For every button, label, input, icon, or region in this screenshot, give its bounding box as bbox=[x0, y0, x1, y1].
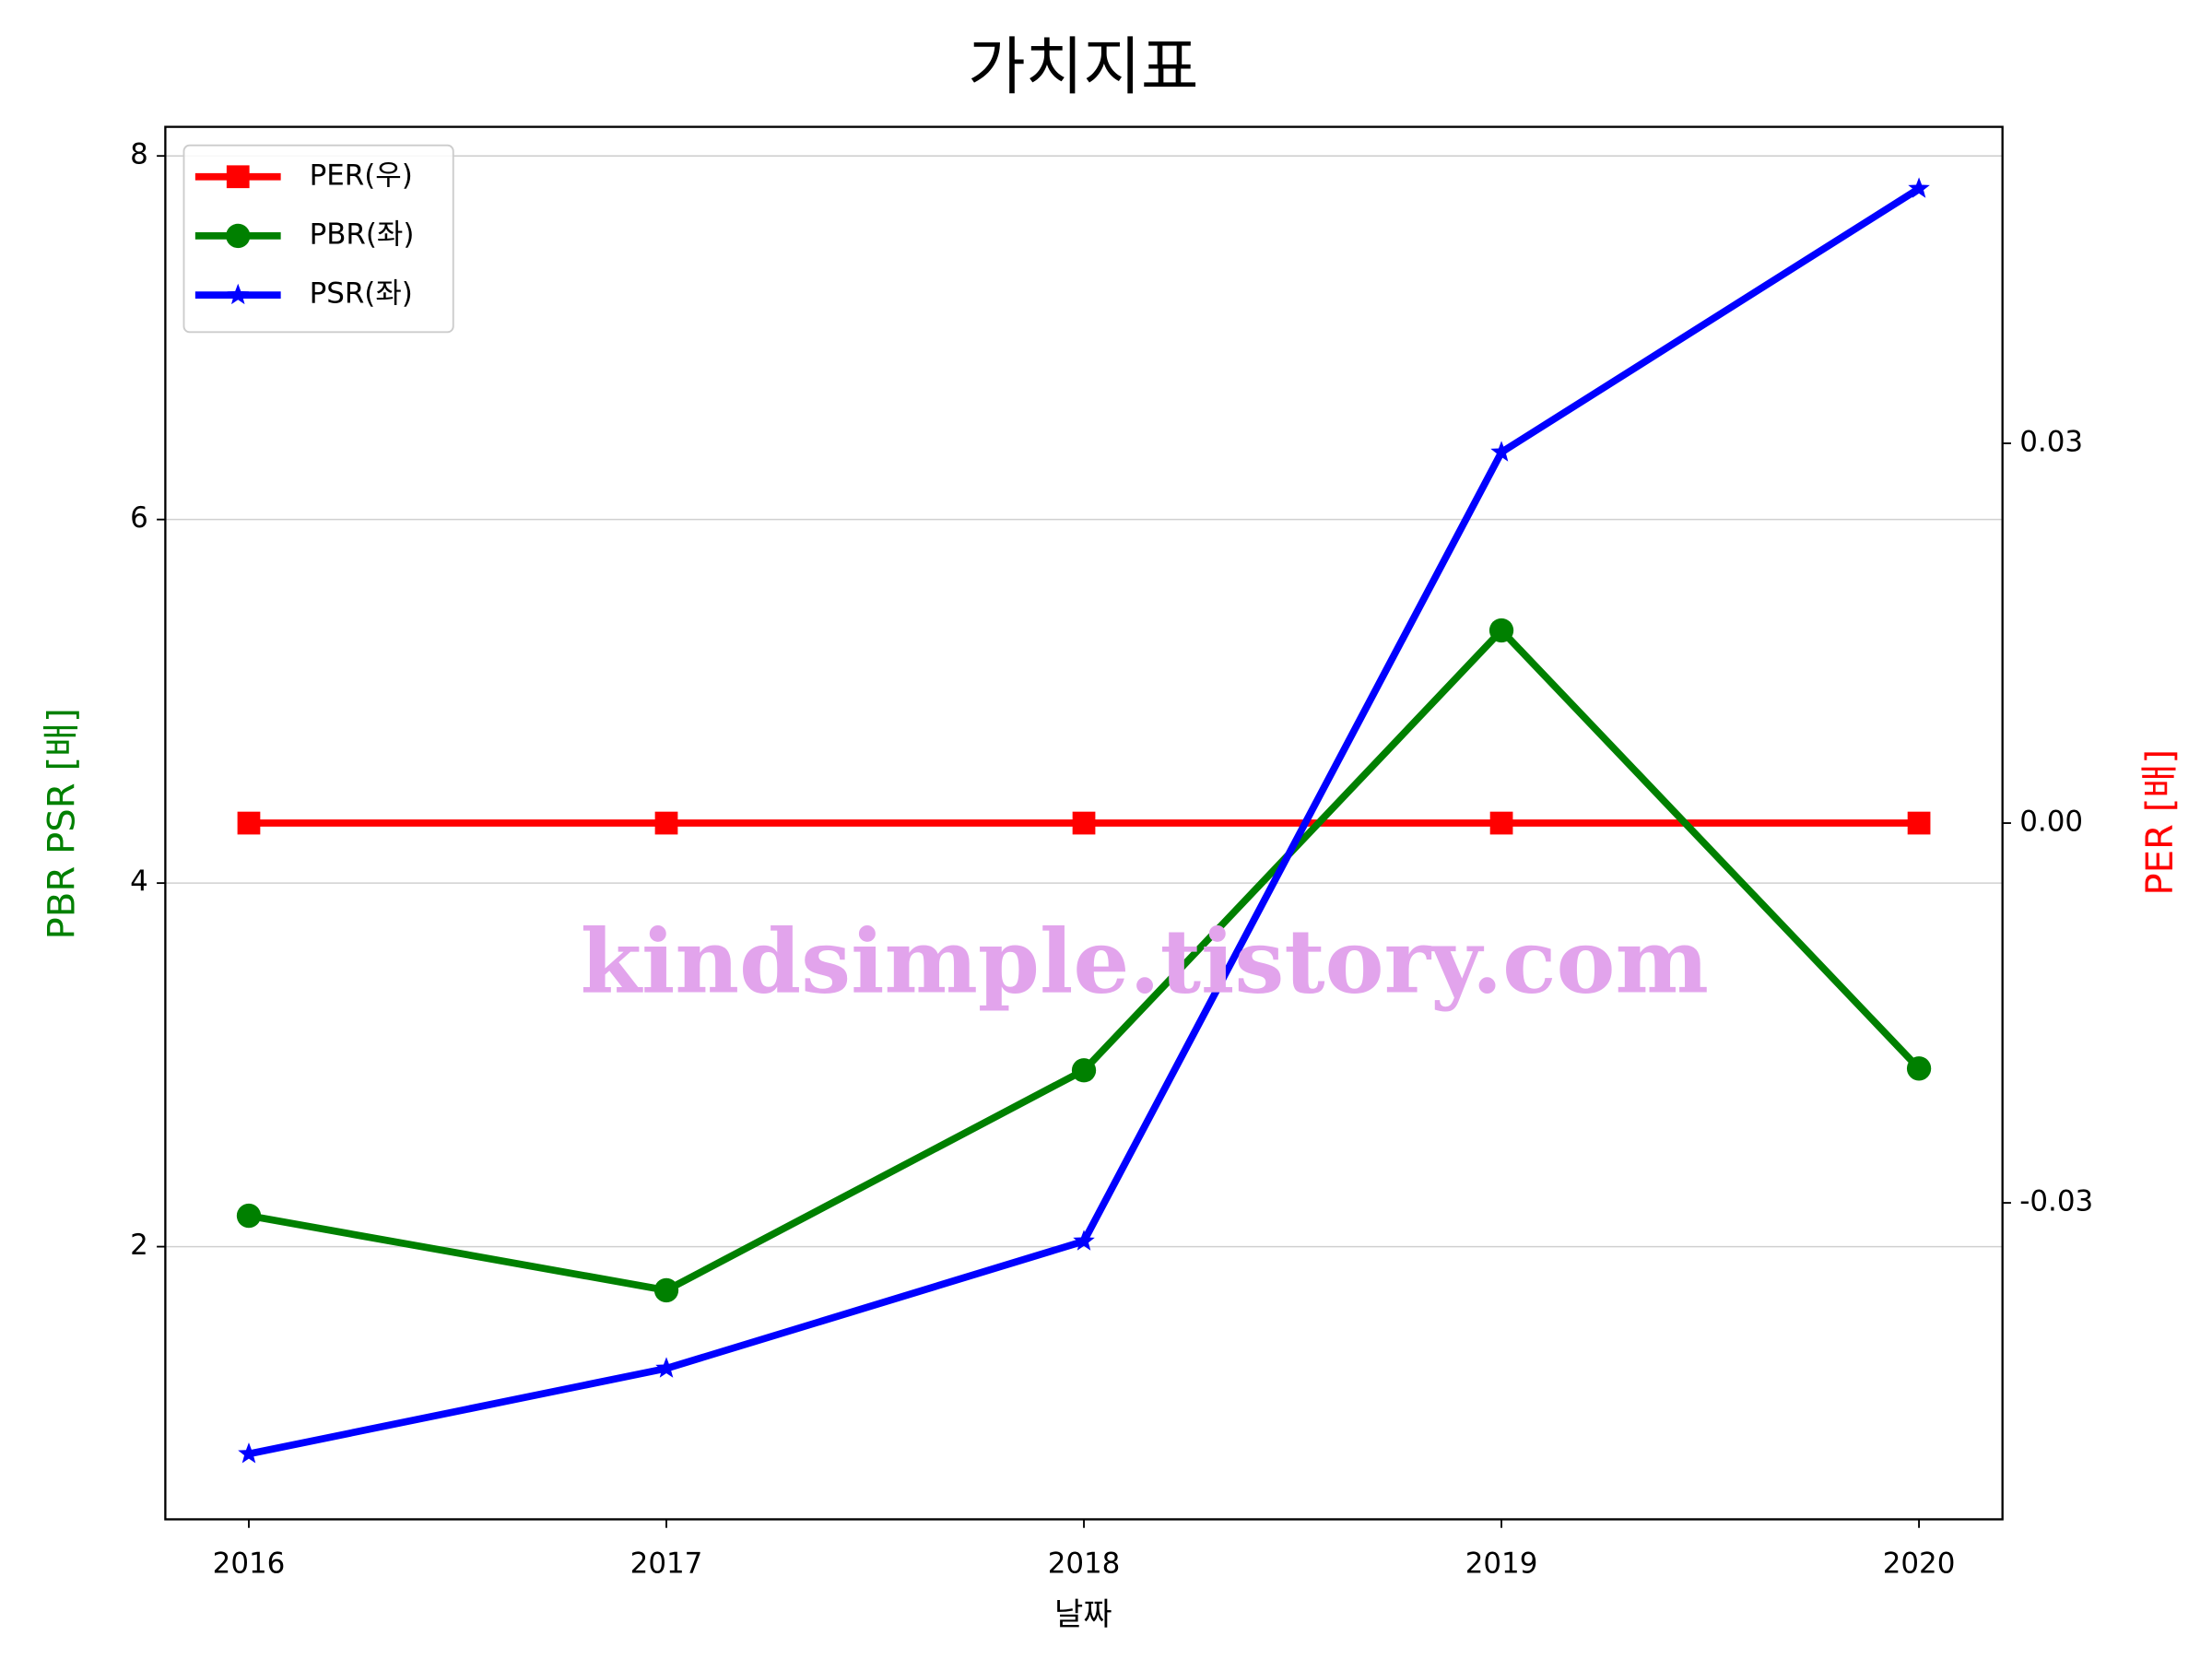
marker bbox=[238, 1442, 260, 1464]
y-axis-label: PBR PSR [배] bbox=[41, 708, 84, 939]
marker bbox=[1072, 811, 1096, 835]
legend-label: PSR(좌) bbox=[310, 277, 413, 311]
legend-label: PER(우) bbox=[310, 159, 413, 192]
x-tick-label: 2016 bbox=[213, 1547, 286, 1580]
y-tick-label: 2 bbox=[130, 1229, 148, 1262]
marker bbox=[1490, 441, 1512, 462]
marker bbox=[653, 1277, 679, 1303]
chart-title: 가치지표 bbox=[968, 31, 1198, 104]
marker bbox=[1907, 811, 1931, 835]
marker bbox=[654, 811, 678, 835]
plot-frame bbox=[164, 125, 2004, 1521]
legend-marker bbox=[227, 283, 250, 305]
x-tick-label: 2017 bbox=[630, 1547, 703, 1580]
y2-tick-label: 0.03 bbox=[2019, 425, 2083, 458]
watermark: kindsimple.tistory.com bbox=[581, 909, 1709, 1013]
legend-box bbox=[182, 144, 454, 334]
legend-marker bbox=[226, 223, 251, 249]
x-tick-label: 2019 bbox=[1465, 1547, 1538, 1580]
x-tick-label: 2018 bbox=[1048, 1547, 1121, 1580]
y2-tick-label: -0.03 bbox=[2019, 1185, 2093, 1218]
legend-marker bbox=[226, 165, 250, 189]
x-tick-label: 2020 bbox=[1883, 1547, 1956, 1580]
marker bbox=[1071, 1058, 1097, 1083]
marker bbox=[1908, 177, 1930, 198]
y-tick-label: 4 bbox=[130, 865, 148, 899]
marker bbox=[237, 811, 261, 835]
legend-label: PBR(좌) bbox=[310, 218, 415, 251]
marker bbox=[1906, 1056, 1932, 1081]
y-tick-label: 8 bbox=[130, 138, 148, 171]
y-tick-label: 6 bbox=[130, 501, 148, 535]
marker bbox=[1073, 1230, 1095, 1251]
y2-tick-label: 0.00 bbox=[2019, 806, 2083, 839]
marker bbox=[655, 1357, 677, 1378]
y2-axis-label: PER [배] bbox=[2139, 749, 2182, 896]
marker bbox=[1489, 811, 1513, 835]
marker bbox=[1488, 618, 1514, 643]
marker bbox=[236, 1203, 262, 1229]
x-axis-label: 날짜 bbox=[1054, 1596, 1112, 1633]
